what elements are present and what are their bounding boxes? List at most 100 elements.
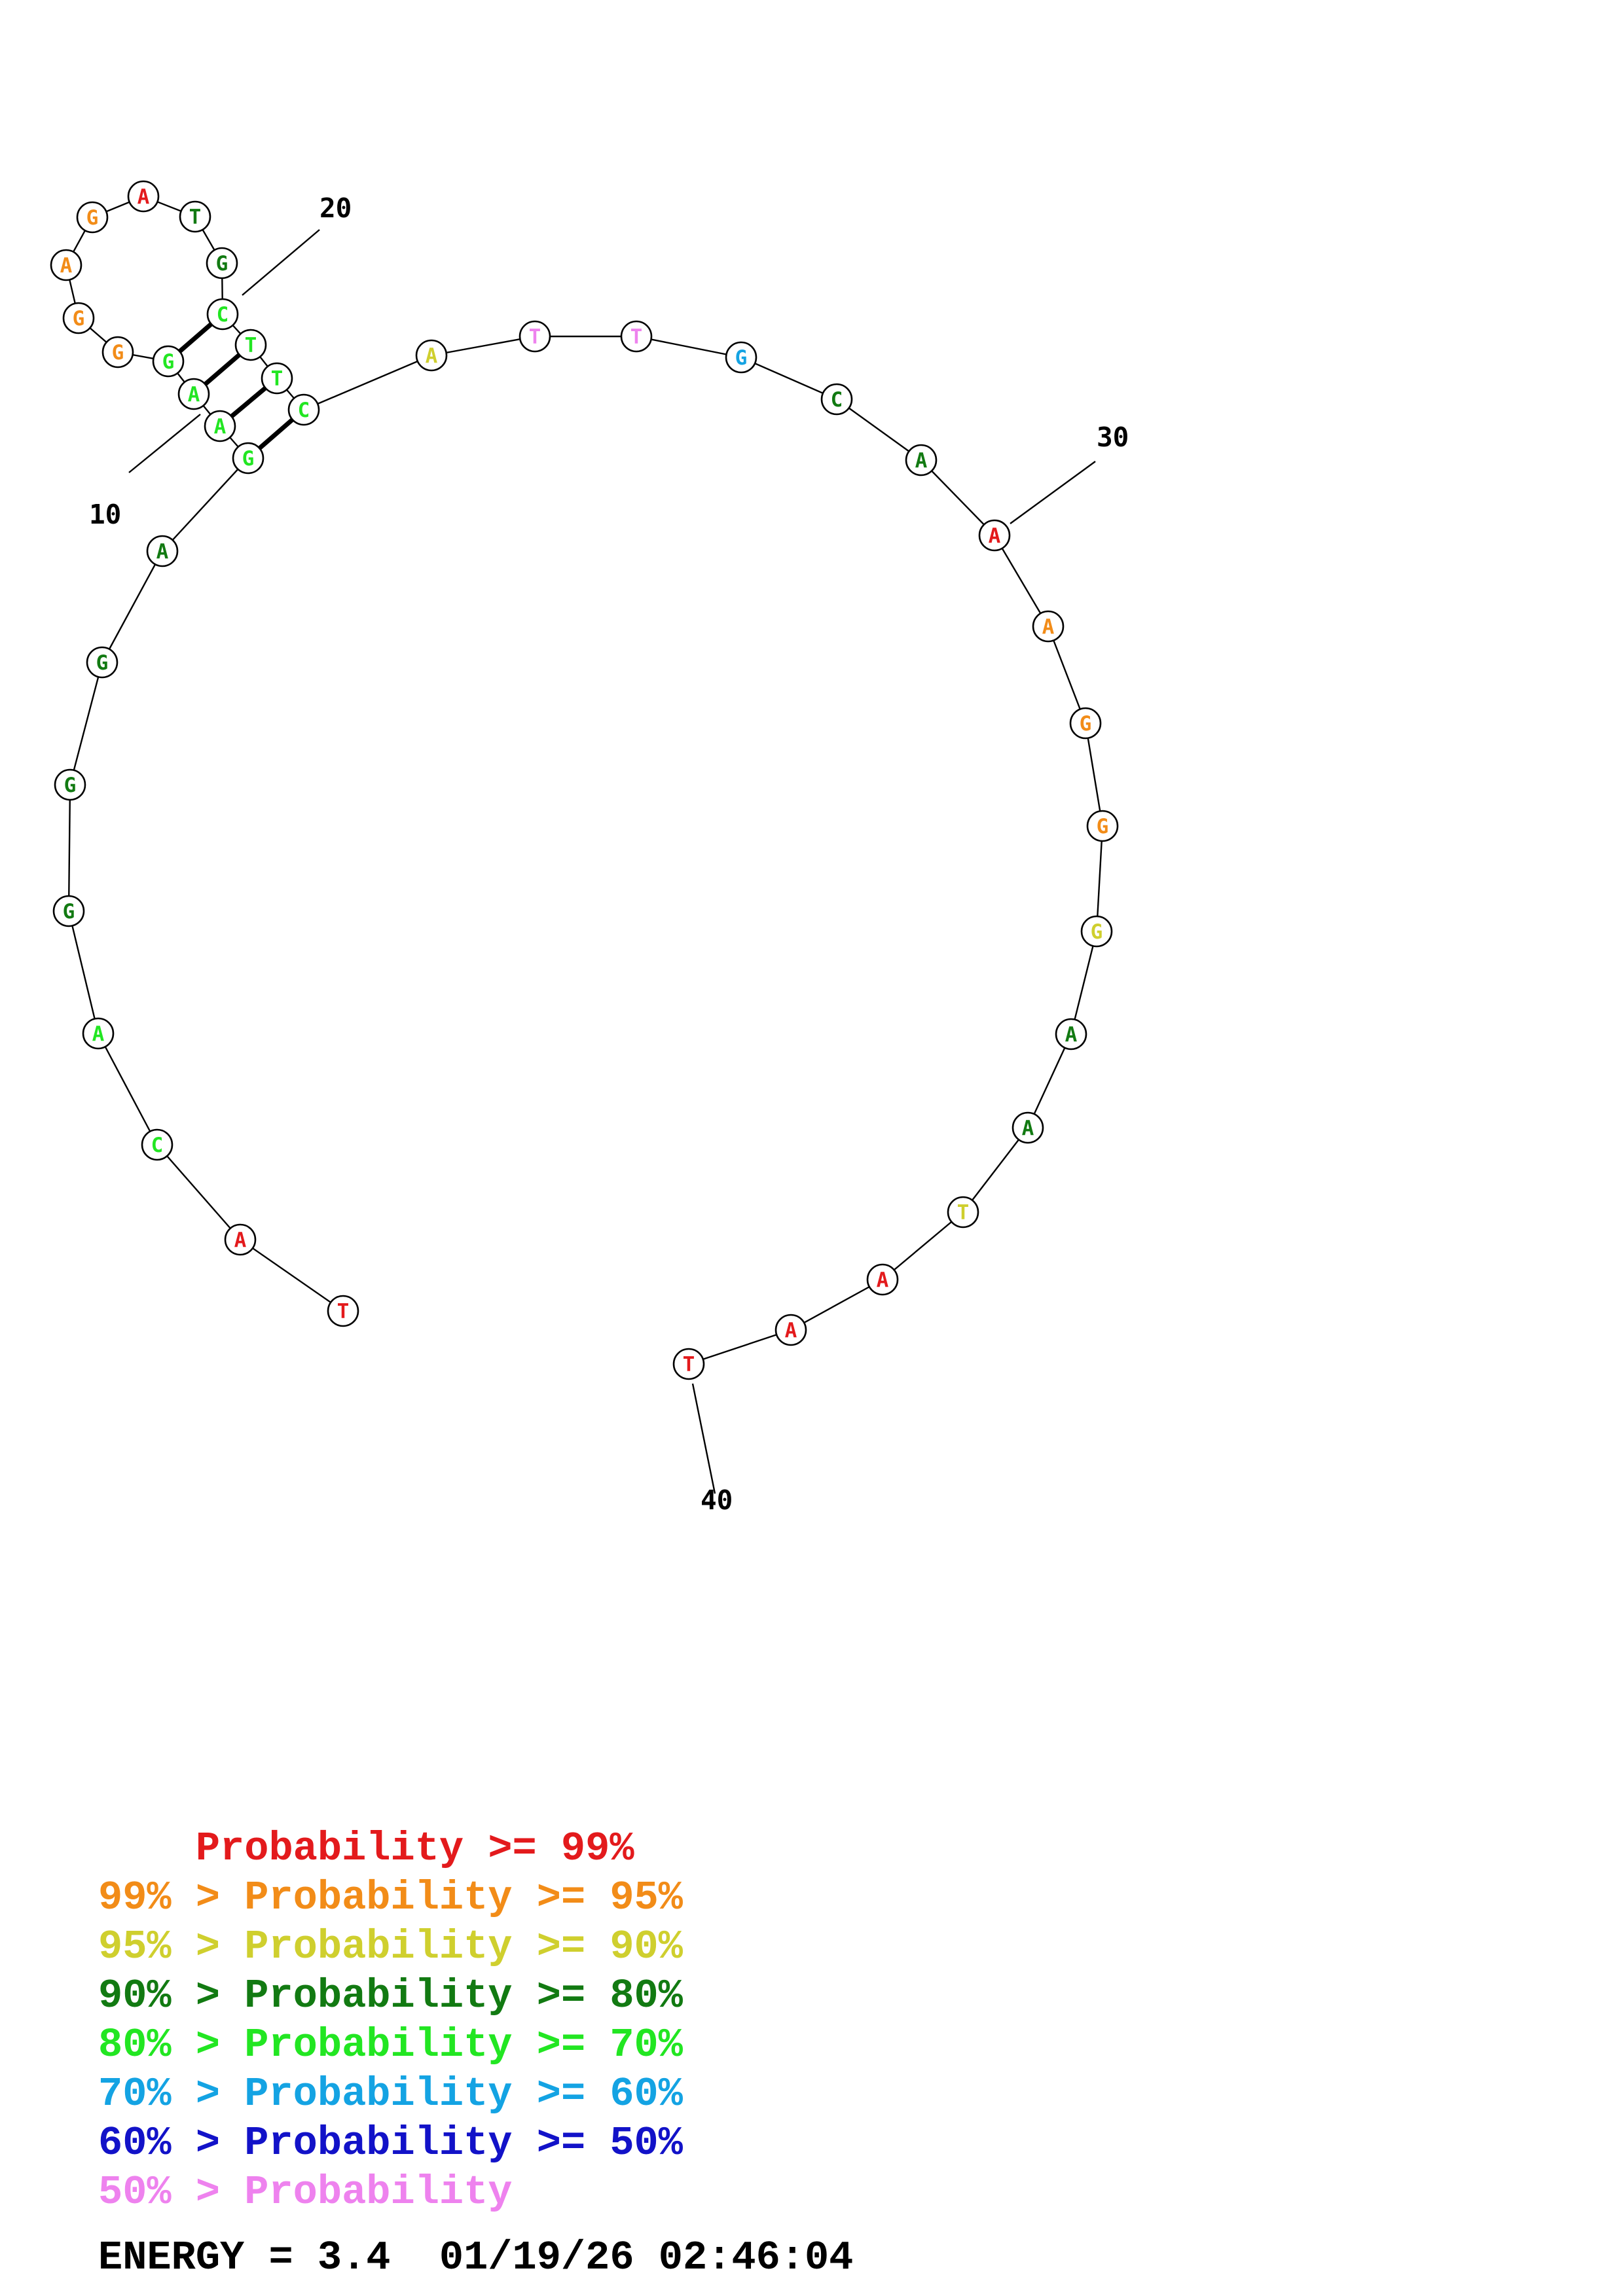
nucleotide-circle xyxy=(206,247,238,279)
nucleotide-letter: G xyxy=(162,350,175,374)
nucleotide-circle xyxy=(152,345,185,378)
probability-legend: Probability >= 99% 99% > Probability >= 9… xyxy=(98,1824,683,2217)
backbone-segment xyxy=(156,1144,241,1240)
nucleotide: T xyxy=(947,1196,979,1229)
legend-row: 70% > Probability >= 60% xyxy=(98,2070,683,2119)
legend-label: Probability xyxy=(244,2022,513,2068)
nucleotide-letter: A xyxy=(989,524,1001,548)
nucleotide: A xyxy=(905,444,938,476)
nucleotide-letter: T xyxy=(630,325,643,349)
nucleotide: G xyxy=(54,768,86,801)
nucleotide: A xyxy=(415,339,448,372)
legend-label: Probability xyxy=(244,1874,513,1921)
legend-row: 80% > Probability >= 70% xyxy=(98,2020,683,2070)
nucleotide: G xyxy=(725,341,757,374)
position-ticks: 10 20 30 40 xyxy=(89,192,1129,1516)
base-pair-bond xyxy=(178,322,213,353)
legend-prefix: 60% > xyxy=(98,2120,245,2166)
nucleotide: A xyxy=(1032,610,1065,643)
nucleotide-circle xyxy=(905,444,938,476)
backbone-segment xyxy=(740,356,837,401)
legend-threshold: >= 90% xyxy=(512,1924,683,1970)
legend-row: 60% > Probability >= 50% xyxy=(98,2119,683,2168)
legend-row: 99% > Probability >= 95% xyxy=(98,1873,683,1922)
nucleotide-circle xyxy=(978,519,1011,552)
backbone-segment xyxy=(1047,626,1087,724)
nucleotide: T xyxy=(620,320,653,353)
backbone-segment xyxy=(688,1329,792,1365)
nucleotide-letter: G xyxy=(73,307,85,331)
backbone-segment xyxy=(97,1033,158,1145)
nucleotide-circle xyxy=(261,362,293,395)
nucleotide-letter: G xyxy=(216,252,228,276)
nucleotide-circle xyxy=(519,320,551,353)
nucleotide-circle xyxy=(101,336,134,368)
nucleotide-circle xyxy=(820,383,853,416)
nucleotide: A xyxy=(127,180,160,213)
nucleotide-letter: T xyxy=(271,367,283,391)
nucleotide-circle xyxy=(1069,707,1102,740)
position-tick xyxy=(242,229,320,296)
nucleotide: G xyxy=(232,442,264,475)
backbone-segment xyxy=(790,1278,883,1331)
backbone-segment xyxy=(1084,723,1104,827)
nucleotide-circle xyxy=(224,1223,257,1256)
legend-threshold: >= 60% xyxy=(512,2071,683,2117)
nucleotide: T xyxy=(179,200,211,233)
nucleotide-circle xyxy=(127,180,160,213)
energy-timestamp-line: ENERGY = 3.4 01/19/26 02:46:04 xyxy=(98,2234,854,2281)
nucleotide: A xyxy=(866,1263,899,1296)
backbone-segment xyxy=(962,1127,1029,1213)
backbone-segment xyxy=(67,784,71,912)
nucleotide-letter: C xyxy=(831,388,843,412)
nucleotide-circle xyxy=(177,378,210,410)
nucleotide-circle xyxy=(775,1314,807,1346)
nucleotide: G xyxy=(206,247,238,279)
nucleotide-letter: A xyxy=(1022,1117,1034,1140)
legend-prefix: 80% > xyxy=(98,2022,245,2068)
nucleotide: G xyxy=(1086,810,1119,842)
nucleotide-letter: G xyxy=(735,346,748,370)
backbone-segment xyxy=(993,535,1049,627)
backbone-segment xyxy=(69,662,103,785)
nucleotide: C xyxy=(820,383,853,416)
nucleotide-letter: G xyxy=(112,341,124,365)
nucleotide-circle xyxy=(179,200,211,233)
legend-prefix: 95% > xyxy=(98,1924,245,1970)
nucleotide: A xyxy=(978,519,1011,552)
position-label: 30 xyxy=(1097,422,1129,453)
nucleotide-circle xyxy=(50,249,82,281)
position-tick xyxy=(128,414,201,473)
nucleotide-circle xyxy=(620,320,653,353)
nucleotide-letter: C xyxy=(217,303,229,327)
nucleotide-circle xyxy=(76,201,109,234)
nucleotide-circle xyxy=(1055,1018,1087,1050)
nucleotide-letter: T xyxy=(245,334,257,357)
legend-label: Probability xyxy=(244,2120,513,2166)
nucleotide-letter: G xyxy=(64,774,77,797)
position-label: 10 xyxy=(89,499,121,530)
nucleotide-circle xyxy=(234,329,267,361)
position-label: 40 xyxy=(701,1484,733,1516)
legend-row: 50% > Probability xyxy=(98,2168,683,2217)
nucleotide-circle xyxy=(1012,1111,1044,1144)
nucleotide-circle xyxy=(204,410,236,442)
nucleotide-circle xyxy=(327,1295,359,1327)
nucleotide: G xyxy=(1080,915,1113,948)
backbone-segment xyxy=(1027,1033,1072,1128)
backbone-segment xyxy=(431,335,536,357)
backbone-segment xyxy=(882,1211,964,1280)
nucleotide-letter: T xyxy=(683,1353,695,1376)
base-pair-bonds xyxy=(178,322,294,450)
nucleotide-letter: A xyxy=(234,1229,247,1252)
legend-prefix: 90% > xyxy=(98,1973,245,2019)
nucleotide-circle xyxy=(232,442,264,475)
backbone-segment xyxy=(1070,931,1098,1035)
legend-row: 90% > Probability >= 80% xyxy=(98,1971,683,2020)
backbone-segment xyxy=(162,457,249,552)
backbone-segment xyxy=(303,354,432,411)
nucleotide-letter: G xyxy=(242,447,255,471)
nucleotide-circle xyxy=(415,339,448,372)
nucleotide-circle xyxy=(725,341,757,374)
